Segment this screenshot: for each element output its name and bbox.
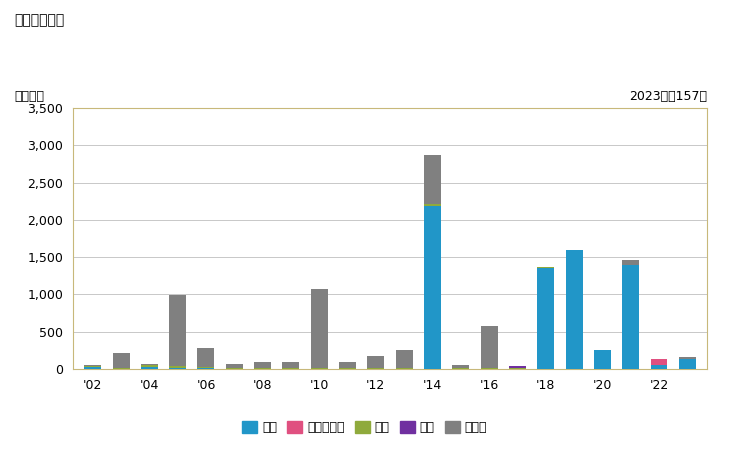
Bar bbox=[480, 368, 498, 369]
Bar bbox=[679, 357, 695, 359]
Bar bbox=[226, 364, 243, 368]
Bar bbox=[198, 367, 214, 368]
Bar bbox=[622, 260, 639, 265]
Text: 2023年：157本: 2023年：157本 bbox=[629, 90, 707, 103]
Bar bbox=[424, 155, 441, 204]
Bar bbox=[509, 368, 526, 369]
Bar bbox=[169, 295, 186, 366]
Bar bbox=[396, 368, 413, 369]
Bar bbox=[226, 368, 243, 369]
Bar bbox=[254, 362, 271, 368]
Bar bbox=[311, 368, 328, 369]
Bar bbox=[141, 367, 158, 369]
Bar bbox=[254, 368, 271, 369]
Bar bbox=[566, 250, 582, 251]
Bar bbox=[198, 348, 214, 367]
Legend: 中国, スリランカ, 米国, チリ, その他: 中国, スリランカ, 米国, チリ, その他 bbox=[237, 416, 492, 439]
Bar bbox=[480, 326, 498, 368]
Bar bbox=[367, 356, 384, 368]
Bar bbox=[198, 368, 214, 369]
Bar bbox=[141, 364, 158, 367]
Bar bbox=[566, 251, 582, 369]
Bar bbox=[282, 368, 300, 369]
Bar bbox=[650, 365, 668, 369]
Bar bbox=[339, 361, 356, 368]
Bar bbox=[112, 353, 130, 368]
Bar bbox=[650, 359, 668, 365]
Bar bbox=[169, 366, 186, 368]
Bar bbox=[537, 267, 554, 268]
Bar bbox=[282, 361, 300, 368]
Bar bbox=[396, 351, 413, 368]
Bar bbox=[424, 204, 441, 206]
Bar bbox=[311, 289, 328, 368]
Bar bbox=[679, 359, 695, 369]
Text: 単位：本: 単位：本 bbox=[15, 90, 44, 103]
Bar bbox=[452, 368, 469, 369]
Bar bbox=[85, 364, 101, 366]
Bar bbox=[169, 368, 186, 369]
Text: 輸入量の推移: 輸入量の推移 bbox=[15, 14, 65, 27]
Bar bbox=[424, 206, 441, 369]
Bar bbox=[112, 368, 130, 369]
Bar bbox=[509, 366, 526, 368]
Bar bbox=[594, 351, 611, 369]
Bar bbox=[537, 268, 554, 369]
Bar bbox=[622, 265, 639, 369]
Bar bbox=[85, 367, 101, 369]
Bar bbox=[85, 366, 101, 367]
Bar bbox=[452, 365, 469, 368]
Bar bbox=[367, 368, 384, 369]
Bar bbox=[339, 368, 356, 369]
